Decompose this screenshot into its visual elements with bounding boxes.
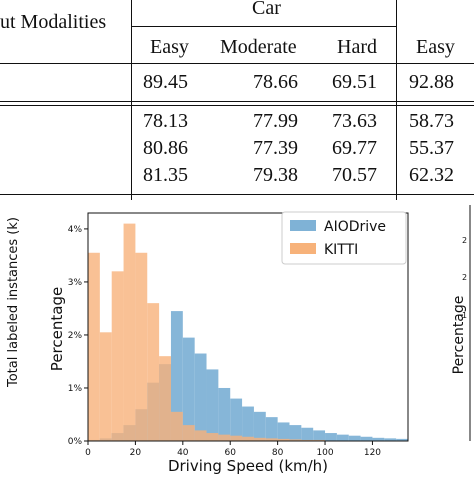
table-vrule-2 (396, 0, 397, 200)
table-cell: 62.32 (409, 164, 454, 186)
histogram-bar-kitti (242, 436, 254, 441)
histogram-bar-kitti (159, 356, 171, 441)
table-rule-bottom (0, 194, 474, 195)
table-cell: 69.77 (332, 137, 377, 159)
legend-label-aiodrive: AIODrive (324, 219, 386, 235)
histogram-bar-kitti (194, 430, 207, 441)
speed-histogram-figure: Total labeled instances (k) Percentage D… (0, 205, 474, 475)
legend-label-kitti: KITTI (324, 242, 358, 258)
table-rule-header-bottom (0, 63, 474, 64)
histogram-bar-kitti (277, 438, 290, 441)
table-cell: 81.35 (143, 164, 188, 186)
table-cell: 69.51 (332, 71, 377, 93)
histogram-bar-kitti (206, 433, 219, 441)
table-cell: 58.73 (409, 110, 454, 132)
table-vrule-1 (131, 0, 132, 200)
histogram-bar-aiodrive (253, 411, 266, 441)
x-tick-label: 40 (177, 448, 189, 458)
results-table: ut Modalities Car Easy Moderate Hard Eas… (0, 0, 474, 200)
x-tick-label: 120 (364, 448, 381, 458)
y-tick-label: 1% (68, 384, 83, 394)
right-partial-ylabel: Percentage (451, 296, 467, 375)
legend: AIODrive KITTI (281, 211, 407, 265)
histogram-bar-aiodrive (277, 422, 290, 441)
histogram-bar-aiodrive (336, 434, 349, 441)
y-tick-label: 0% (68, 437, 83, 447)
table-rule-mid2 (0, 105, 474, 106)
histogram-bar-kitti (170, 411, 183, 441)
histogram-bar-kitti (88, 252, 100, 441)
right-partial-tick: 2 (462, 273, 467, 282)
histogram-bar-aiodrive (194, 353, 207, 441)
histogram-bar-kitti (111, 271, 124, 441)
x-tick-label: 60 (224, 448, 236, 458)
table-cell: 77.39 (253, 137, 298, 159)
table-cell: 79.38 (253, 164, 298, 186)
table-subheader-moderate: Moderate (220, 36, 297, 58)
legend-swatch-kitti (290, 243, 316, 254)
histogram-bar-kitti (313, 439, 326, 441)
plot-frame (87, 212, 409, 442)
histogram-bar-kitti (135, 252, 148, 441)
histogram-bar-kitti (230, 435, 243, 441)
x-tick-label: 100 (316, 448, 333, 458)
histogram-bar-aiodrive (289, 425, 302, 441)
y-tick-label: 4% (68, 225, 83, 235)
histogram-bar-aiodrive (218, 387, 231, 441)
table-cell: 70.57 (332, 164, 377, 186)
histogram-bar-aiodrive (170, 311, 183, 441)
table-subheader-easy-2: Easy (416, 36, 455, 58)
histogram-bar-kitti (147, 303, 160, 441)
histogram-bar-aiodrive (360, 436, 373, 441)
y-tick-label: 2% (68, 331, 83, 341)
table-header-modalities: ut Modalities (0, 11, 107, 33)
table-group-header-car: Car (252, 0, 281, 19)
histogram-bar-kitti (289, 439, 302, 441)
table-cell: 89.45 (143, 71, 188, 93)
y-axis-label: Percentage (48, 287, 66, 371)
histogram-bar-aiodrive (313, 430, 326, 441)
table-rule-cmid (131, 26, 397, 27)
histogram-bar-aiodrive (182, 337, 195, 441)
histogram-bar-aiodrive (230, 398, 243, 441)
table-subheader-hard: Hard (337, 36, 377, 58)
histogram-bar-aiodrive (348, 435, 361, 441)
table-cell: 78.66 (253, 71, 298, 93)
table-cell: 73.63 (332, 110, 377, 132)
histogram-bar-kitti (123, 223, 136, 441)
histogram-bar-aiodrive (372, 437, 385, 441)
table-cell: 55.37 (409, 137, 454, 159)
x-tick-label: 20 (130, 448, 142, 458)
histogram-bar-kitti (218, 434, 231, 441)
left-axis-label: Total labeled instances (k) (6, 217, 21, 388)
right-partial-tick: 1 (462, 311, 467, 320)
histogram-bar-kitti (265, 438, 278, 441)
x-tick-label: 0 (85, 448, 91, 458)
table-cell: 92.88 (409, 71, 454, 93)
y-tick-label: 3% (68, 278, 83, 288)
histogram-bar-kitti (99, 332, 112, 441)
histogram-bar-aiodrive (242, 406, 254, 441)
histogram-bar-aiodrive (325, 433, 337, 441)
right-partial-chart: 2 2 1 Percentage (451, 205, 471, 441)
histogram-bar-kitti (301, 439, 314, 441)
table-cell: 78.13 (143, 110, 188, 132)
x-axis-label: Driving Speed (km/h) (168, 457, 328, 474)
histogram-bar-aiodrive (265, 417, 278, 441)
legend-swatch-aiodrive (290, 220, 316, 231)
table-cell: 77.99 (253, 110, 298, 132)
x-tick-label: 80 (272, 448, 284, 458)
speed-histogram: Total labeled instances (k) Percentage D… (6, 205, 471, 475)
table-cell: 80.86 (143, 137, 188, 159)
table-rule-mid (0, 101, 474, 102)
histogram-bar-kitti (253, 437, 266, 441)
right-partial-tick: 2 (462, 236, 467, 245)
table-subheader-easy: Easy (150, 36, 189, 58)
histogram-bar-aiodrive (384, 438, 397, 441)
histogram-bar-kitti (182, 425, 195, 441)
histogram-bar-aiodrive (206, 369, 219, 441)
histogram-bar-aiodrive (301, 427, 314, 441)
histogram-bar-aiodrive (396, 438, 408, 441)
